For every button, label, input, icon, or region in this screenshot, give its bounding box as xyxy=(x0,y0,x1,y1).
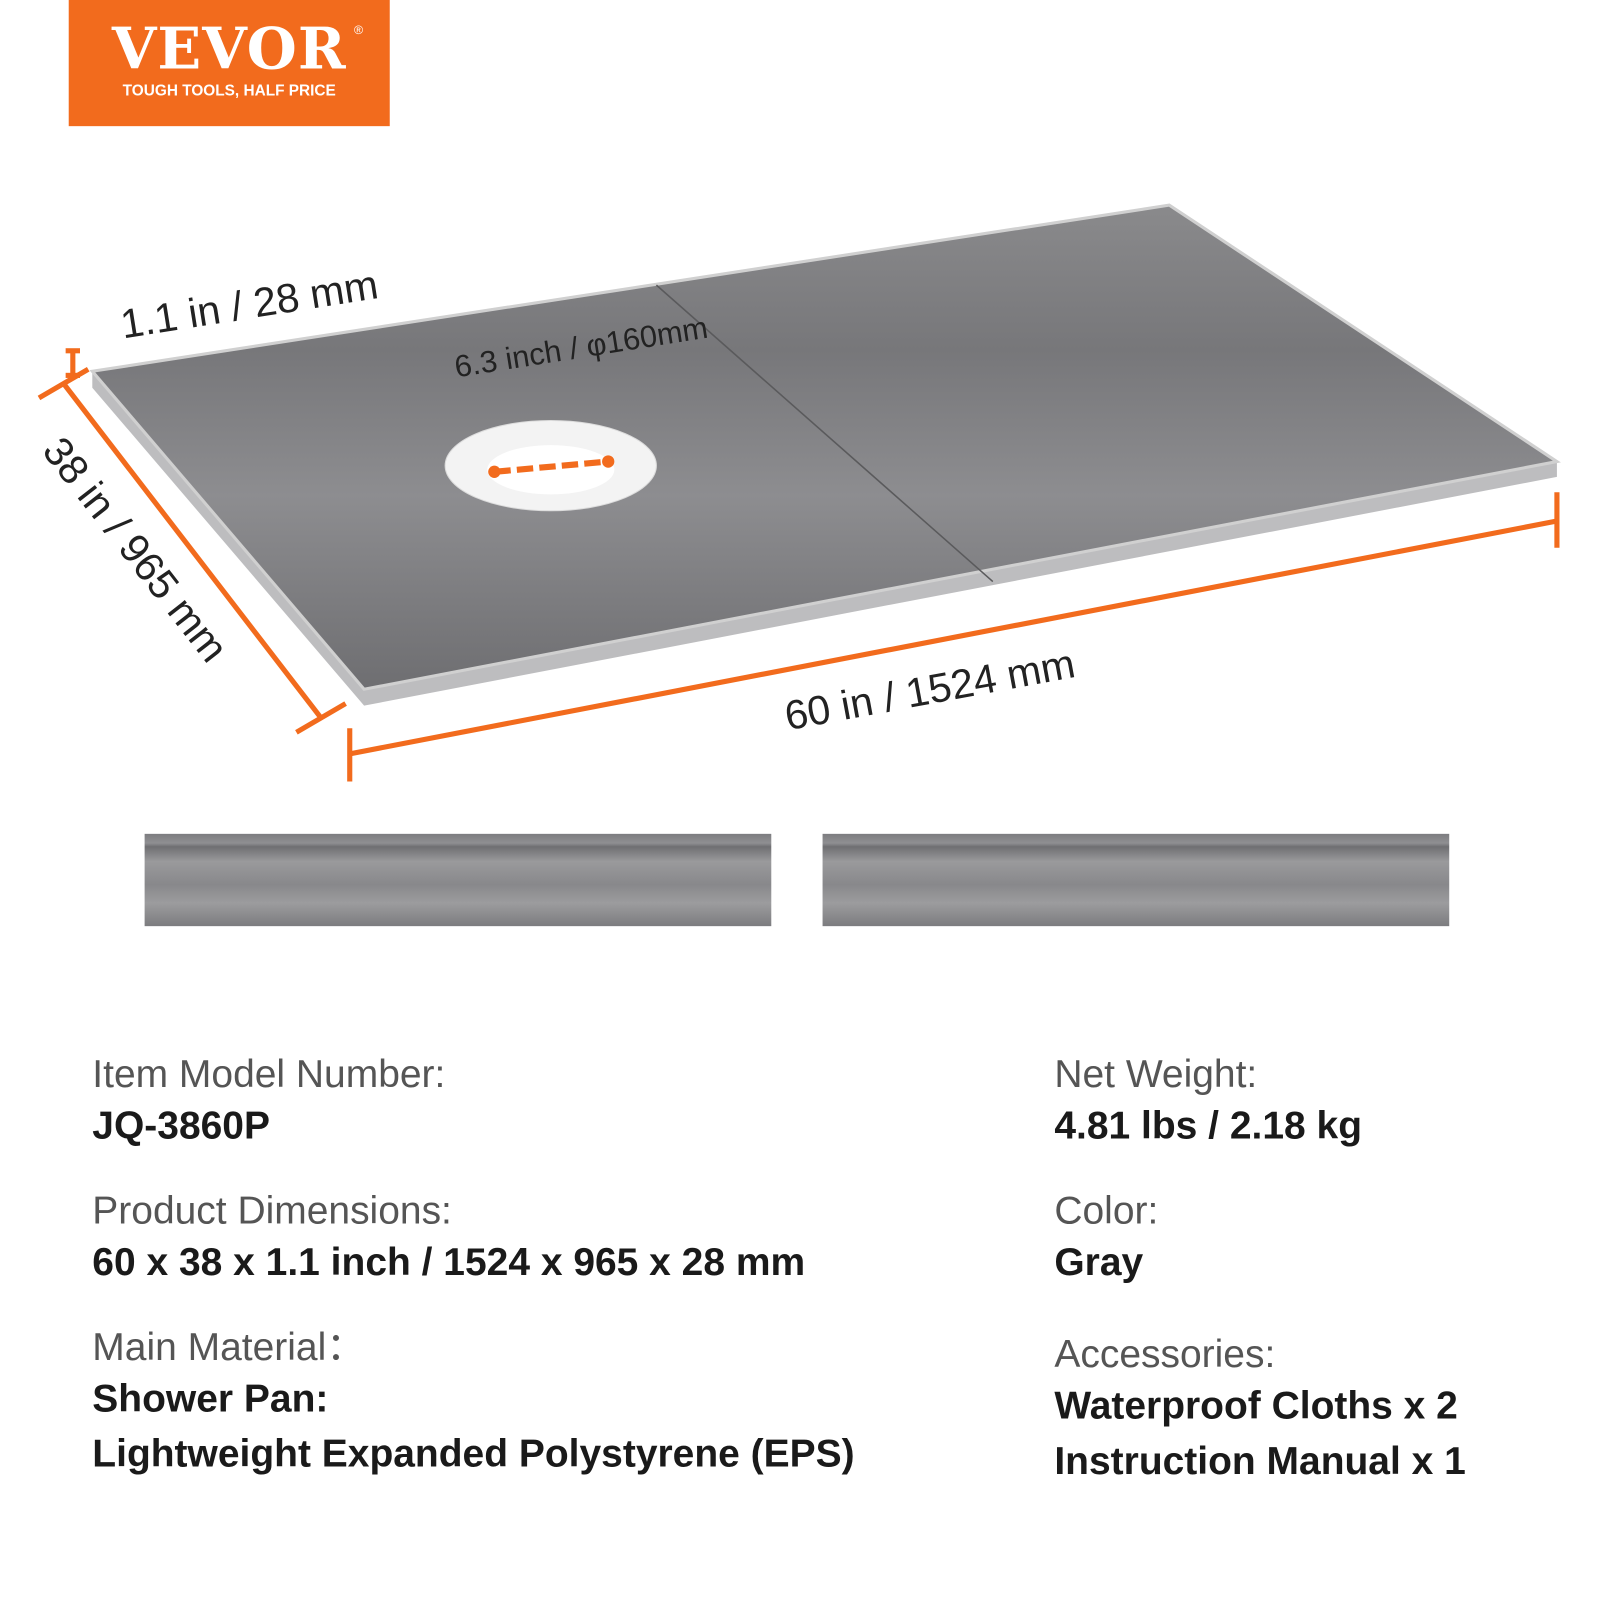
spec-model: Item Model Number: JQ-3860P xyxy=(92,1051,445,1154)
waterproof-cloth-2 xyxy=(822,833,1450,927)
seam xyxy=(655,284,994,583)
logo-brand: VEVOR xyxy=(111,15,347,84)
spec-color: Color: Gray xyxy=(1054,1188,1158,1291)
waterproof-cloth-1 xyxy=(144,833,772,927)
shower-pan-top xyxy=(89,203,1561,691)
spec-value: 4.81 lbs / 2.18 kg xyxy=(1054,1104,1363,1148)
spec-label: Color: xyxy=(1054,1189,1159,1233)
spec-label: Accessories: xyxy=(1054,1333,1276,1377)
spec-value: Gray xyxy=(1054,1241,1144,1285)
spec-label: Net Weight: xyxy=(1054,1053,1258,1097)
vevor-logo: VEVOR ® TOUGH TOOLS, HALF PRICE xyxy=(68,0,390,127)
spec-dimensions: Product Dimensions: 60 x 38 x 1.1 inch /… xyxy=(92,1188,805,1291)
product-drawing: 1.1 in / 28 mm 6.3 inch / φ160mm 38 in /… xyxy=(34,203,1561,782)
spec-value: Instruction Manual x 1 xyxy=(1054,1439,1466,1484)
length-label: 60 in / 1524 mm xyxy=(781,640,1079,739)
drain-dot-right xyxy=(602,455,615,468)
drain-diameter-line xyxy=(494,458,609,475)
spec-value: Lightweight Expanded Polystyrene (EPS) xyxy=(92,1432,855,1476)
spec-accessories: Accessories: Waterproof Cloths x 2 Instr… xyxy=(1054,1331,1465,1489)
spec-label: Product Dimensions: xyxy=(92,1189,452,1233)
spec-value: 60 x 38 x 1.1 inch / 1524 x 965 x 28 mm xyxy=(92,1241,806,1285)
spec-value: JQ-3860P xyxy=(92,1104,270,1148)
spec-value: Waterproof Cloths x 2 xyxy=(1054,1384,1458,1428)
spec-label: Main Material： xyxy=(92,1326,366,1370)
spec-value: Shower Pan: xyxy=(92,1377,329,1421)
registered-mark: ® xyxy=(354,22,364,37)
spec-weight: Net Weight: 4.81 lbs / 2.18 kg xyxy=(1054,1051,1362,1154)
dimension-lines xyxy=(37,348,1560,782)
drain-dot-left xyxy=(488,465,501,478)
spec-label: Item Model Number: xyxy=(92,1053,446,1097)
spec-material: Main Material： Shower Pan: Lightweight E… xyxy=(92,1324,854,1482)
logo-tagline: TOUGH TOOLS, HALF PRICE xyxy=(122,82,336,100)
